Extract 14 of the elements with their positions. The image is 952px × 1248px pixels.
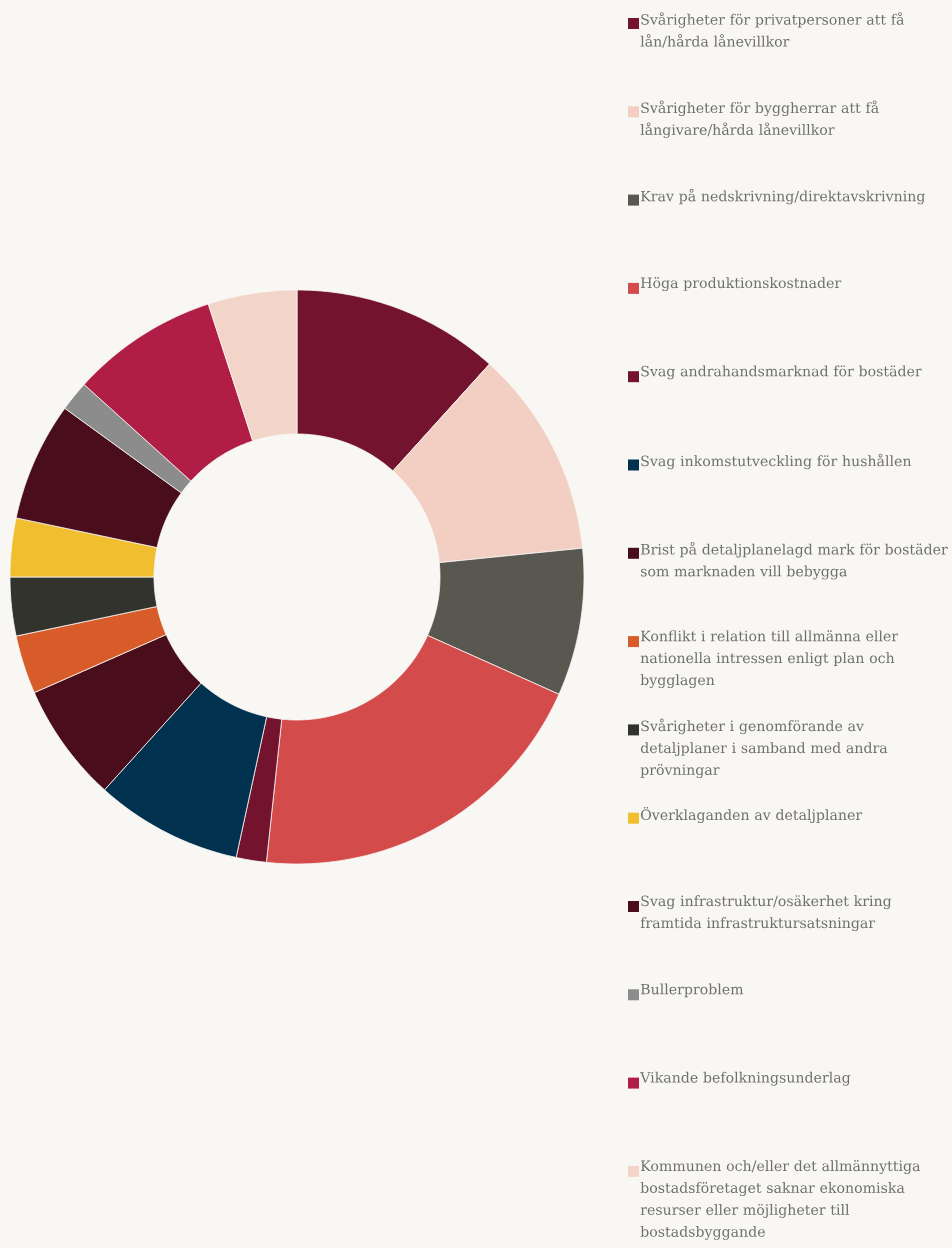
legend-label: Svårigheter för byggherrar att få långivare/hårda lånevillkor [640, 100, 879, 138]
legend-label: Svårigheter för privatpersoner att få lån/hårda lånevillkor [640, 12, 905, 48]
legend-label: Kommunen och/eller det allmännyttiga bostadsföretaget saknar ekonomiska resurser eller möjligheter till bostadsbyggande [640, 1160, 921, 1240]
legend-label: Bullerproblem [640, 983, 744, 998]
legend-label: Svag inkomstutveckling för hushållen [641, 453, 912, 470]
legend-label: Svårigheter i genomförande av detaljplaner i samband med andra prövningar [640, 718, 888, 778]
legend-label: Vikande befolkningsunderlag [640, 1071, 851, 1086]
legend-label: Svag andrahandsmarknad för bostäder [641, 365, 922, 380]
legend-label: Krav på nedskrivning/direktavskrivning [640, 188, 925, 205]
legend-label: Svag infrastruktur/osäkerhet kring framtida infrastruktursatsningar [640, 895, 892, 932]
legend-label: Överklaganden av detaljplaner [640, 806, 863, 824]
legend-label: Höga produktionskostnader [640, 277, 842, 292]
legend-label: Konflikt i relation till allmänna eller nationella intressen enligt plan och bygglagen [640, 630, 899, 689]
legend-label: Brist på detaljplanelagd mark för bostäder som marknaden vill bebygga [640, 541, 948, 580]
